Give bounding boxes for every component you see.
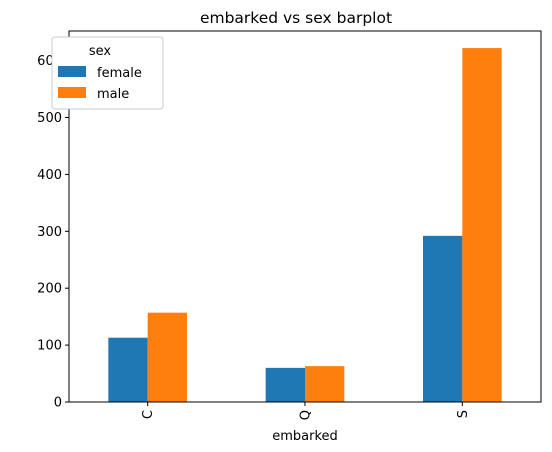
legend-label-male: male — [97, 87, 129, 102]
bar-male-Q — [305, 366, 345, 402]
legend-swatch-female — [58, 66, 86, 77]
y-tick-label: 400 — [37, 168, 62, 183]
y-tick-label: 300 — [37, 225, 62, 240]
bar-male-S — [462, 48, 502, 402]
chart-title: embarked vs sex barplot — [200, 9, 392, 27]
y-tick-label: 0 — [54, 396, 62, 411]
bar-female-Q — [265, 367, 305, 402]
bar-female-C — [108, 337, 148, 402]
x-tick-label-S: S — [456, 410, 471, 418]
y-tick-label: 200 — [37, 282, 62, 297]
x-tick-label-C: C — [141, 410, 156, 419]
legend-title: sex — [89, 44, 112, 59]
legend-label-female: female — [97, 66, 142, 81]
bar-male-C — [147, 312, 187, 402]
legend-swatch-male — [58, 87, 86, 98]
legend: sex female male — [51, 36, 164, 110]
x-tick-label-Q: Q — [299, 410, 314, 420]
y-tick-label: 500 — [37, 111, 62, 126]
bar-female-S — [423, 235, 463, 402]
plot-frame — [68, 30, 542, 403]
y-tick-label: 100 — [37, 339, 62, 354]
x-axis-label: embarked — [272, 429, 338, 444]
